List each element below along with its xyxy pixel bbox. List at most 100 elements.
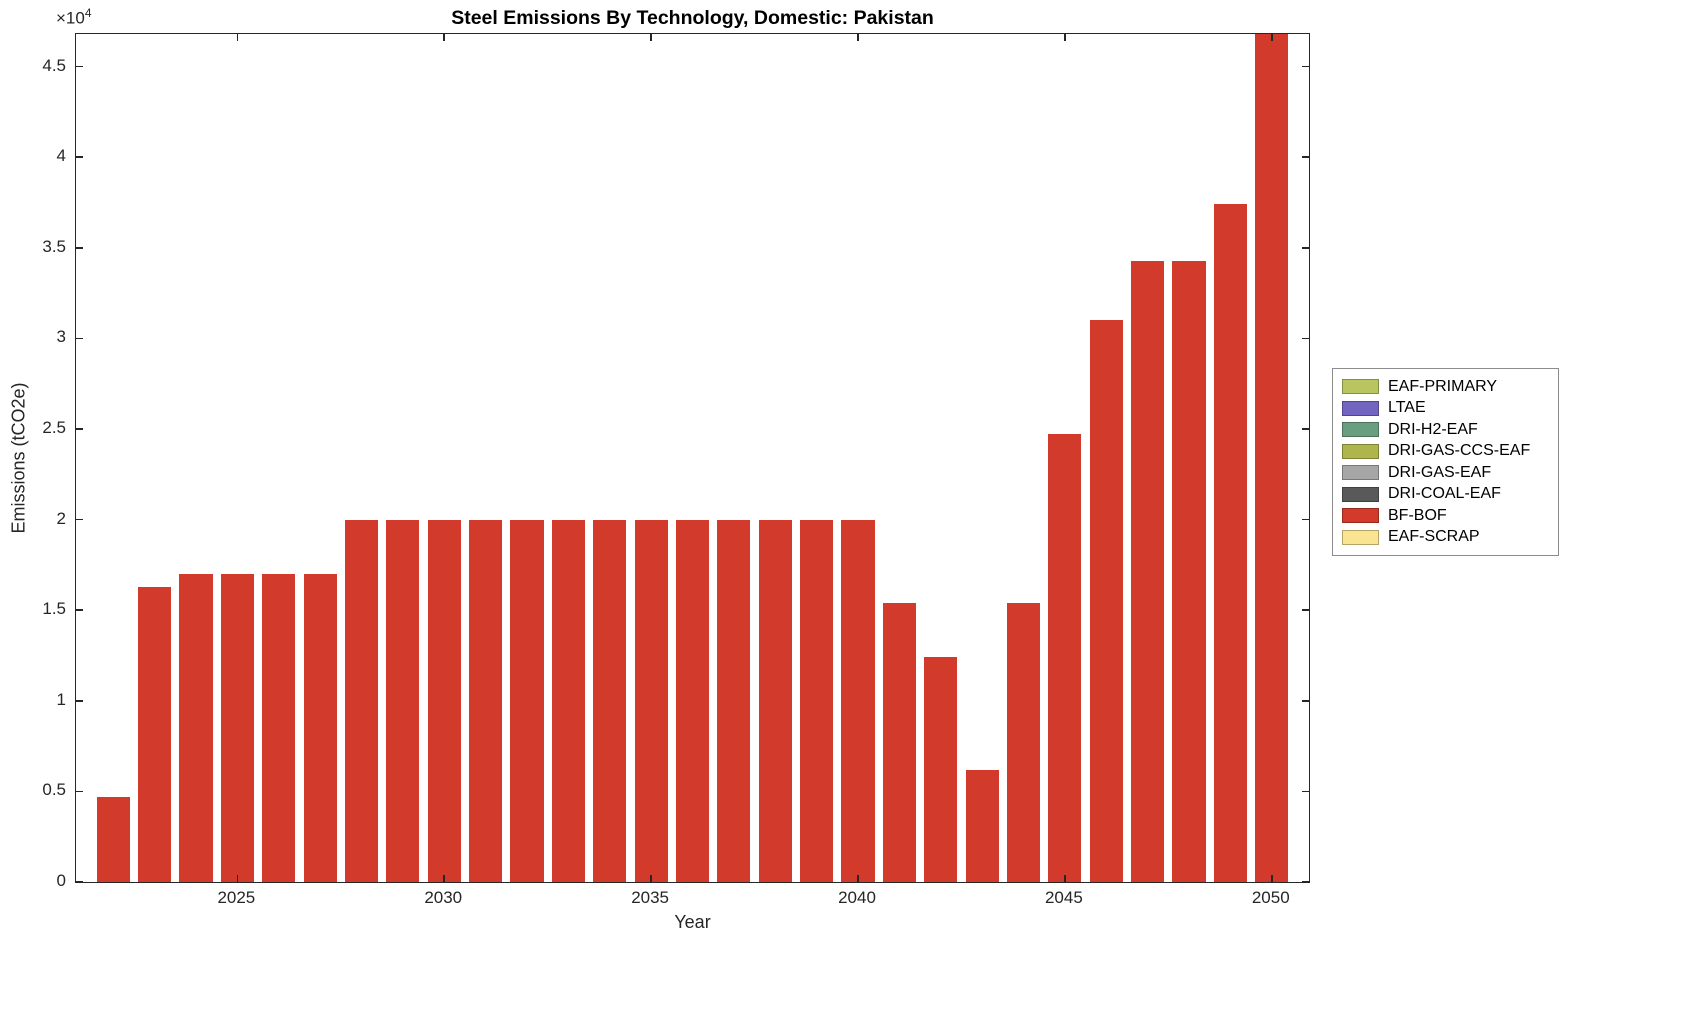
chart-title: Steel Emissions By Technology, Domestic:… — [451, 7, 934, 29]
y-tick-label: 1 — [56, 689, 66, 709]
legend-item-eaf-scrap: EAF-SCRAP — [1342, 527, 1548, 549]
x-tick-top — [1064, 34, 1066, 41]
bar-2038 — [758, 519, 792, 882]
y-tick-right — [1302, 156, 1309, 158]
bar-2040 — [841, 519, 875, 882]
legend-label: DRI-COAL-EAF — [1388, 485, 1501, 503]
bar-2025 — [220, 573, 254, 882]
y-tick-label: 3 — [56, 327, 66, 347]
bar-2022 — [96, 796, 130, 882]
legend-item-dri-coal-eaf: DRI-COAL-EAF — [1342, 484, 1548, 506]
x-tick-label: 2025 — [217, 888, 256, 907]
legend-label: DRI-H2-EAF — [1388, 420, 1478, 438]
y-tick-right — [1302, 609, 1309, 611]
x-tick-top — [857, 34, 859, 41]
legend-label: EAF-SCRAP — [1388, 528, 1480, 546]
x-tick-bottom — [1271, 875, 1273, 882]
bar-2029 — [386, 519, 420, 882]
x-tick-label: 2045 — [1044, 888, 1083, 907]
bar-2030 — [427, 519, 461, 882]
y-tick-label: 2.5 — [42, 418, 66, 437]
legend-swatch-eaf-scrap — [1342, 529, 1379, 545]
bar-2033 — [551, 519, 585, 882]
legend-swatch-ltae — [1342, 400, 1379, 416]
x-tick-top — [236, 34, 239, 41]
legend-swatch-bf-bof — [1342, 508, 1379, 524]
bar-2028 — [344, 519, 379, 882]
y-tick-label: 1.5 — [42, 599, 66, 619]
legend-item-dri-h2-eaf: DRI-H2-EAF — [1342, 419, 1548, 441]
bar-2041 — [882, 602, 916, 882]
bar-2046 — [1089, 320, 1123, 882]
bar-2039 — [800, 519, 834, 882]
bar-2027 — [303, 573, 337, 882]
y-tick-left — [76, 881, 83, 882]
y-tick-left — [76, 700, 83, 702]
y-tick-right — [1302, 337, 1309, 340]
legend-swatch-dri-gas-eaf — [1342, 465, 1379, 481]
y-tick-label: 0.5 — [42, 780, 66, 800]
bar-2036 — [675, 519, 710, 882]
y-tick-left — [76, 247, 83, 249]
bar-2035 — [634, 519, 668, 882]
legend-label: BF-BOF — [1388, 506, 1447, 524]
x-tick-bottom — [236, 875, 239, 882]
x-tick-top — [650, 34, 652, 41]
y-tick-left — [76, 609, 83, 611]
legend-swatch-eaf-primary — [1342, 379, 1379, 395]
y-tick-right — [1302, 518, 1309, 521]
legend: EAF-PRIMARY LTAE DRI-H2-EAF DRI-GAS-CCS-EAF… — [1332, 368, 1559, 556]
x-tick-top — [443, 34, 445, 41]
x-tick-label: 2030 — [424, 888, 463, 907]
bar-2047 — [1131, 260, 1165, 882]
legend-swatch-dri-h2-eaf — [1342, 422, 1379, 438]
x-tick-bottom — [650, 875, 652, 882]
legend-label: EAF-PRIMARY — [1388, 377, 1498, 395]
bar-2049 — [1213, 204, 1247, 882]
x-tick-top — [1271, 34, 1273, 41]
x-tick-label: 2035 — [631, 888, 670, 907]
bar-2044 — [1006, 602, 1041, 882]
bar-2031 — [469, 519, 503, 882]
bar-2032 — [510, 519, 544, 882]
bar-2037 — [717, 519, 751, 882]
bar-2042 — [924, 657, 958, 882]
y-tick-right — [1302, 428, 1309, 430]
y-tick-left — [76, 428, 83, 430]
legend-label: DRI-GAS-EAF — [1388, 463, 1492, 481]
y-tick-label: 4.5 — [42, 55, 66, 75]
y-tick-right — [1302, 790, 1309, 793]
y-tick-left — [76, 65, 83, 68]
legend-swatch-dri-coal-eaf — [1342, 486, 1379, 502]
x-tick-bottom — [857, 875, 859, 882]
y-tick-right — [1302, 247, 1309, 249]
bar-2034 — [593, 519, 627, 882]
y-axis-multiplier: ×104 — [56, 6, 92, 29]
legend-item-dri-gas-ccs-eaf: DRI-GAS-CCS-EAF — [1342, 441, 1548, 463]
x-tick-label: 2040 — [838, 888, 876, 907]
bar-2024 — [179, 573, 213, 882]
y-tick-label: 0 — [56, 871, 66, 890]
x-tick-label: 2050 — [1251, 888, 1290, 907]
legend-item-dri-gas-eaf: DRI-GAS-EAF — [1342, 462, 1548, 484]
bar-2023 — [138, 586, 172, 882]
legend-label: LTAE — [1388, 399, 1426, 417]
y-tick-label: 2 — [56, 508, 66, 528]
bar-2045 — [1048, 434, 1082, 882]
legend-swatch-dri-gas-ccs-eaf — [1342, 443, 1379, 459]
y-axis-multiplier-base: ×10 — [56, 8, 85, 28]
y-tick-left — [76, 156, 83, 158]
x-axis-label: Year — [674, 912, 711, 932]
y-tick-left — [76, 337, 83, 340]
y-tick-left — [76, 518, 83, 521]
y-tick-left — [76, 790, 83, 793]
legend-item-ltae: LTAE — [1342, 398, 1548, 420]
bar-2043 — [965, 769, 999, 882]
x-tick-bottom — [443, 875, 445, 882]
legend-label: DRI-GAS-CCS-EAF — [1388, 442, 1531, 460]
y-tick-right — [1302, 700, 1309, 702]
y-tick-label: 4 — [56, 146, 66, 166]
legend-item-bf-bof: BF-BOF — [1342, 505, 1548, 527]
bar-2048 — [1172, 260, 1206, 882]
